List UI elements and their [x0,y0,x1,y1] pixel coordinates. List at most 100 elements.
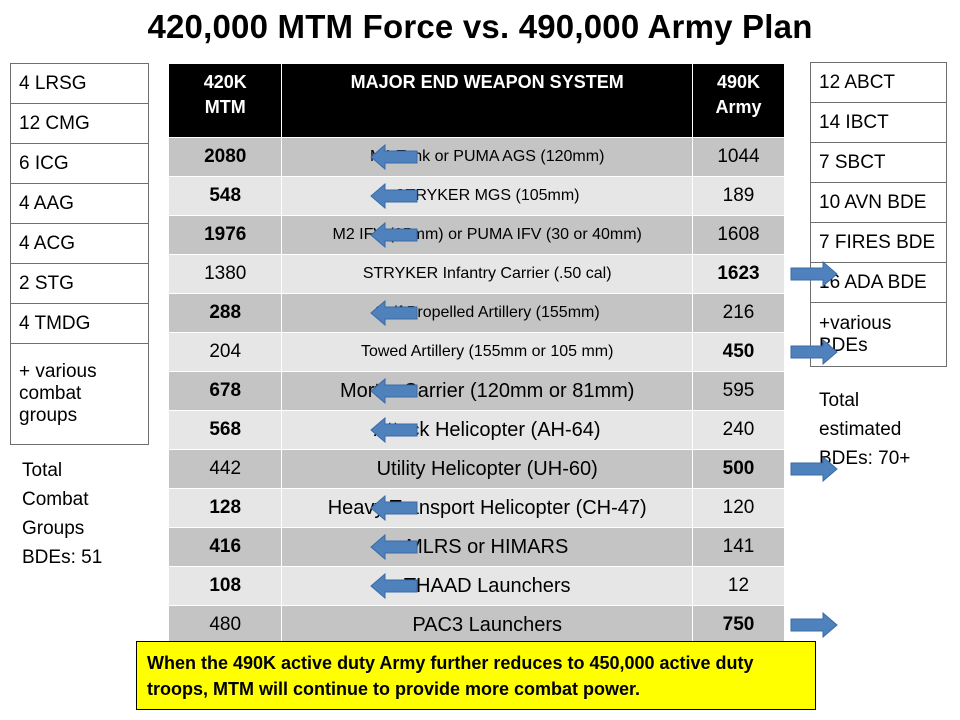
system-name: Mortar Carrier (120mm or 81mm) [281,371,693,411]
table-row: 678 Mortar Carrier (120mm or 81mm) 595 [167,371,786,411]
left-item: 4 LRSG [10,63,149,104]
system-name: Utility Helicopter (UH-60) [281,449,839,489]
system-name: MLRS or HIMARS [281,527,693,567]
mtm-groups-table: 4 LRSG 12 CMG 6 ICG 4 AAG 4 ACG 2 STG 4 … [10,63,149,445]
mtm-value: 480 [167,605,283,645]
summary-note: When the 490K active duty Army further r… [136,641,816,710]
system-label: Towed Artillery (155mm or 105 mm) [360,343,614,360]
header-system: MAJOR END WEAPON SYSTEM [281,63,693,138]
army-value: 216 [691,293,786,333]
table-row: 2080 M1 Tank or PUMA AGS (120mm) 1044 [167,137,786,177]
system-label: PAC3 Launchers [412,613,563,636]
header-army-line1: 490K [716,72,760,92]
table-row: 204 Towed Artillery (155mm or 105 mm) 45… [167,332,839,372]
arrow-left-icon [370,573,418,599]
arrow-left-icon [370,300,418,326]
right-item: 14 IBCT [810,102,947,143]
right-item: +various BDEs [810,302,947,367]
left-item: 4 ACG [10,223,149,264]
right-note-line: Total [819,390,860,411]
system-label: M1 Tank or PUMA AGS (120mm) [369,148,605,165]
left-item: 2 STG [10,263,149,304]
arrow-right-icon [790,612,839,638]
table-row: 416 MLRS or HIMARS 141 [167,527,786,567]
system-name: PAC3 Launchers [281,605,839,645]
army-value: 240 [691,410,786,450]
arrow-right-icon [790,456,839,482]
mtm-value: 2080 [167,137,283,177]
system-name: M2 IFV (25mm) or PUMA IFV (30 or 40mm) [281,215,693,255]
left-note-line: Total [22,460,63,481]
army-value: 189 [691,176,786,216]
header-mtm: 420K MTM [167,63,283,138]
header-mtm-line2: MTM [204,97,246,117]
arrow-left-icon [370,534,418,560]
system-name: Heavy Transport Helicopter (CH-47) [281,488,693,528]
army-bdes-table: 12 ABCT 14 IBCT 7 SBCT 10 AVN BDE 7 FIRE… [810,62,947,367]
arrow-left-icon [370,378,418,404]
arrow-left-icon [370,183,418,209]
right-item: 7 SBCT [810,142,947,183]
army-value: 450 [691,332,786,372]
system-label: THAAD Launchers [403,574,571,597]
system-label: STRYKER MGS (105mm) [394,187,580,204]
mtm-value: 1380 [167,254,283,294]
arrow-left-icon [370,222,418,248]
mtm-value: 128 [167,488,283,528]
left-note-line: BDEs: 51 [22,547,103,568]
system-label: MLRS or HIMARS [406,535,569,558]
left-item: 4 TMDG [10,303,149,344]
right-item: 10 AVN BDE [810,182,947,223]
header-army: 490K Army [691,63,786,138]
system-name: STRYKER MGS (105mm) [281,176,693,216]
right-item: 7 FIRES BDE [810,222,947,263]
left-item: 12 CMG [10,103,149,144]
right-item: 16 ADA BDE [810,262,947,303]
table-row: 1976 M2 IFV (25mm) or PUMA IFV (30 or 40… [167,215,786,255]
table-row: 548 STRYKER MGS (105mm) 189 [167,176,786,216]
mtm-value: 108 [167,566,283,606]
table-row: 480 PAC3 Launchers 750 [167,605,839,645]
left-total-note: Total Combat Groups BDEs: 51 [22,456,102,572]
mtm-value: 678 [167,371,283,411]
page-title: 420,000 MTM Force vs. 490,000 Army Plan [147,8,813,45]
table-row: 442 Utility Helicopter (UH-60) 500 [167,449,839,489]
system-name: THAAD Launchers [281,566,693,606]
mtm-value: 442 [167,449,283,489]
system-label: Attack Helicopter (AH-64) [373,418,601,441]
left-item: + various combat groups [10,343,149,445]
army-value: 1608 [691,215,786,255]
weapon-system-table: 420K MTM MAJOR END WEAPON SYSTEM 490K Ar… [167,63,839,645]
arrow-left-icon [370,495,418,521]
army-value: 1623 [691,254,786,294]
army-value: 1044 [691,137,786,177]
army-value: 750 [691,605,786,645]
system-name: Towed Artillery (155mm or 105 mm) [281,332,839,372]
mtm-value: 1976 [167,215,283,255]
mtm-value: 204 [167,332,283,372]
table-row: 1380 STRYKER Infantry Carrier (.50 cal) … [167,254,839,294]
army-value: 595 [691,371,786,411]
system-name: Attack Helicopter (AH-64) [281,410,693,450]
system-label: STRYKER Infantry Carrier (.50 cal) [362,265,612,282]
left-item: 4 AAG [10,183,149,224]
army-value: 500 [691,449,786,489]
right-note-line: BDEs: 70+ [819,448,911,469]
left-note-line: Groups [22,518,85,539]
table-row: 108 THAAD Launchers 12 [167,566,786,606]
arrow-left-icon [370,417,418,443]
header-mtm-line1: 420K [203,72,247,92]
system-label: Utility Helicopter (UH-60) [376,457,598,480]
arrow-left-icon [370,144,418,170]
system-name: STRYKER Infantry Carrier (.50 cal) [281,254,839,294]
left-note-line: Combat [22,489,89,510]
table-row: 288 Self Propelled Artillery (155mm) 216 [167,293,786,333]
mtm-value: 568 [167,410,283,450]
army-value: 120 [691,488,786,528]
mtm-value: 288 [167,293,283,333]
arrow-right-icon [790,261,839,287]
right-item: 12 ABCT [810,62,947,103]
left-item: 6 ICG [10,143,149,184]
right-total-note: Total estimated BDEs: 70+ [819,386,910,473]
army-value: 141 [691,527,786,567]
